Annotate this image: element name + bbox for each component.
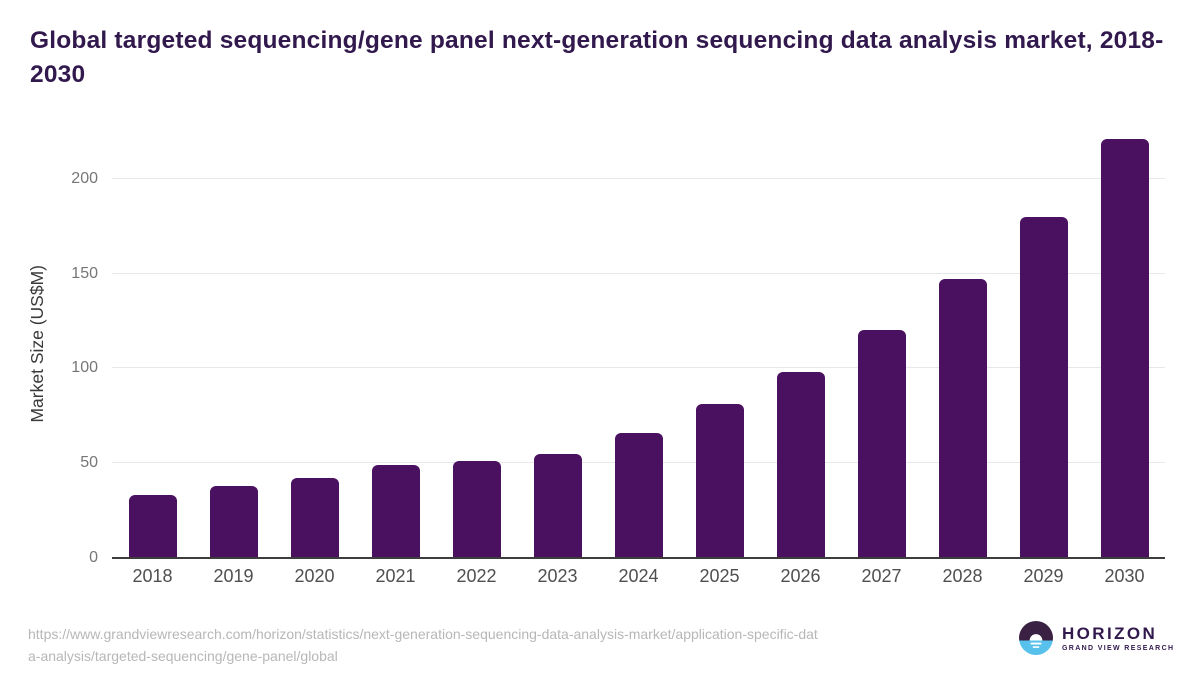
- gridline: [112, 272, 1165, 274]
- bar-slot: [841, 130, 922, 558]
- brand-name: HORIZON: [1062, 623, 1158, 643]
- bar-slot: [193, 130, 274, 558]
- y-tick-label: 150: [71, 264, 98, 282]
- x-tick-label: 2022: [456, 566, 497, 586]
- y-tick-label: 100: [71, 359, 98, 377]
- x-tick-label: 2023: [537, 566, 578, 586]
- x-tick-label: 2018: [132, 566, 173, 586]
- bar-slot: [1084, 130, 1165, 558]
- x-tick-label: 2021: [375, 566, 416, 586]
- bar-2025: [695, 404, 744, 558]
- y-tick-label: 200: [71, 169, 98, 187]
- bar-2029: [1019, 216, 1068, 558]
- horizon-logo: HORIZON GRAND VIEW RESEARCH: [1019, 621, 1174, 655]
- bar-slot: [1003, 130, 1084, 558]
- bar-2018: [128, 495, 177, 558]
- source-url-line-2: a-analysis/targeted-sequencing/gene-pane…: [28, 648, 338, 664]
- bar-slot: [598, 130, 679, 558]
- brand-tagline: GRAND VIEW RESEARCH: [1062, 644, 1175, 652]
- bar-slot: [355, 130, 436, 558]
- bar-slot: [922, 130, 1003, 558]
- x-tick-label: 2024: [618, 566, 659, 586]
- x-tick-label: 2030: [1104, 566, 1145, 586]
- x-tick-label: 2020: [294, 566, 335, 586]
- gridline: [112, 177, 1165, 179]
- bar-2021: [371, 465, 420, 558]
- bar-2023: [533, 453, 582, 558]
- bar-slot: [274, 130, 355, 558]
- x-tick-label: 2026: [780, 566, 821, 586]
- bar-2028: [938, 279, 987, 558]
- bar-slot: [112, 130, 193, 558]
- bar-2020: [290, 478, 339, 558]
- plot-area: [112, 130, 1165, 559]
- x-tick-label: 2027: [861, 566, 902, 586]
- x-axis-line: [112, 557, 1165, 559]
- x-tick-labels: 2018 2019 2020 2021 2022 2023 2024 2025 2026 2027…: [112, 566, 1165, 587]
- bar-2027: [857, 330, 906, 558]
- y-tick-label: 0: [89, 549, 98, 566]
- bar-2024: [614, 432, 663, 558]
- bar-2019: [209, 485, 258, 558]
- y-tick-labels: 0 50 100 150 200: [40, 130, 98, 566]
- source-url-line-1: https://www.grandviewresearch.com/horizo…: [28, 626, 818, 642]
- bar-2022: [452, 461, 501, 558]
- x-tick-label: 2029: [1023, 566, 1064, 586]
- logo-text: HORIZON GRAND VIEW RESEARCH: [1062, 625, 1174, 652]
- x-tick-label: 2025: [699, 566, 740, 586]
- source-url: https://www.grandviewresearch.com/horizo…: [28, 623, 988, 667]
- gridline: [112, 367, 1165, 369]
- bars-container: [112, 130, 1165, 558]
- sun-horizon-icon: [1019, 621, 1053, 655]
- bar-slot: [760, 130, 841, 558]
- bar-2030: [1100, 138, 1149, 558]
- x-tick-label: 2019: [213, 566, 254, 586]
- bar-slot: [436, 130, 517, 558]
- bar-slot: [517, 130, 598, 558]
- x-tick-label: 2028: [942, 566, 983, 586]
- y-tick-label: 50: [80, 454, 98, 472]
- page-title: Global targeted sequencing/gene panel ne…: [30, 27, 1164, 88]
- bar-2026: [776, 372, 825, 558]
- bar-slot: [679, 130, 760, 558]
